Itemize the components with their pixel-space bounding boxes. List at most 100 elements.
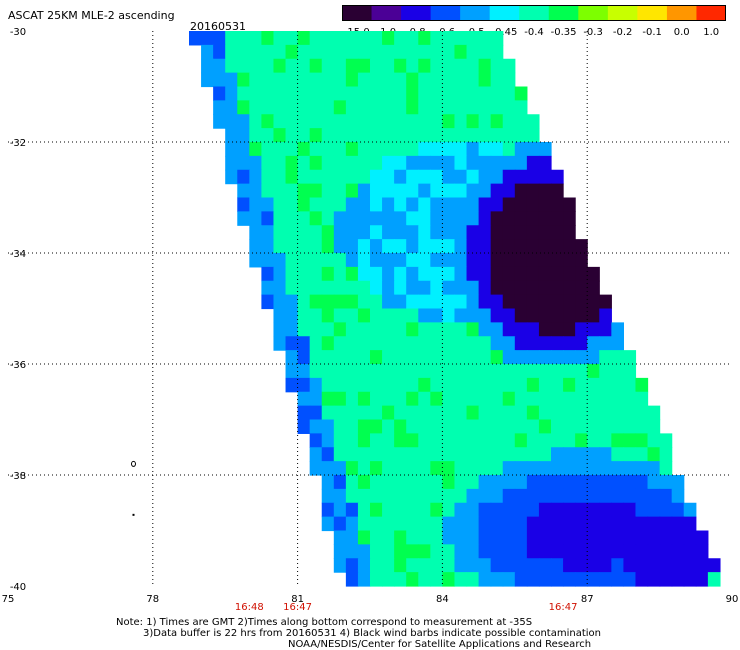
heatmap-cell — [454, 86, 468, 101]
heatmap-cell — [526, 142, 540, 157]
heatmap-cell — [647, 488, 661, 504]
heatmap-cell — [394, 502, 407, 518]
heatmap-cell — [394, 100, 407, 115]
heatmap-cell — [321, 239, 335, 254]
heatmap-cell — [454, 197, 468, 212]
heatmap-cell — [575, 336, 588, 351]
heatmap-cell — [406, 322, 419, 337]
heatmap-cell — [418, 155, 431, 171]
heatmap-cell — [333, 419, 347, 434]
heatmap-cell — [623, 488, 637, 504]
heatmap-cell — [370, 322, 383, 337]
heatmap-cell — [551, 502, 564, 518]
heatmap-cell — [563, 461, 576, 476]
colorbar-frame — [342, 5, 726, 21]
heatmap-cell — [345, 58, 359, 74]
heatmap-cell — [695, 544, 709, 559]
heatmap-cell — [490, 169, 504, 185]
heatmap-cell — [526, 530, 540, 545]
heatmap-cell — [394, 72, 407, 88]
heatmap-cell — [623, 419, 637, 434]
heatmap-cell — [563, 419, 576, 434]
heatmap-cell — [454, 266, 468, 282]
heatmap-cell — [538, 364, 552, 379]
heatmap-cell — [333, 183, 347, 199]
heatmap-cell — [285, 211, 299, 226]
heatmap-cell — [442, 169, 456, 185]
heatmap-cell — [225, 72, 238, 88]
heatmap-cell — [478, 100, 492, 115]
heatmap-cell — [418, 128, 431, 143]
x-tick-label: 75 — [2, 594, 15, 605]
heatmap-cell — [370, 239, 383, 254]
heatmap-cell — [490, 336, 504, 351]
heatmap-cell — [273, 266, 287, 282]
heatmap-cell — [309, 44, 323, 60]
heatmap-cell — [454, 433, 468, 448]
heatmap-cell — [357, 322, 371, 337]
heatmap-cell — [587, 419, 600, 434]
heatmap-cell — [563, 308, 576, 323]
heatmap-cell — [382, 377, 395, 393]
heatmap-cell — [394, 197, 407, 212]
heatmap-cell — [418, 211, 431, 226]
heatmap-cell — [454, 405, 468, 421]
heatmap-cell — [309, 128, 323, 143]
heatmap-cell — [551, 405, 564, 421]
heatmap-cell — [285, 31, 299, 46]
heatmap-cell — [707, 558, 721, 573]
heatmap-cell — [466, 197, 480, 212]
heatmap-cell — [394, 294, 407, 310]
heatmap-cell — [382, 31, 395, 46]
heatmap-cell — [563, 558, 576, 573]
heatmap-cell — [345, 128, 359, 143]
heatmap-cell — [599, 405, 612, 421]
heatmap-cell — [309, 31, 323, 46]
heatmap-cell — [695, 530, 709, 545]
heatmap-cell — [538, 350, 552, 365]
heatmap-cell — [309, 183, 323, 199]
heatmap-cell — [237, 114, 250, 129]
heatmap-cell — [418, 419, 431, 434]
heatmap-cell — [370, 572, 383, 587]
heatmap-cell — [442, 100, 456, 115]
heatmap-cell — [671, 502, 685, 518]
heatmap-cell — [261, 211, 275, 226]
heatmap-cell — [345, 336, 359, 351]
heatmap-cell — [370, 72, 383, 88]
heatmap-cell — [611, 391, 624, 407]
heatmap-cell — [357, 391, 371, 407]
heatmap-cell — [611, 433, 624, 448]
heatmap-cell — [406, 266, 419, 282]
heatmap-cell — [490, 294, 504, 310]
island-marker — [130, 460, 136, 467]
heatmap-cell — [502, 488, 516, 504]
heatmap-cell — [466, 294, 480, 310]
heatmap-cell — [418, 31, 431, 46]
heatmap-cell — [514, 530, 528, 545]
heatmap-cell — [551, 558, 564, 573]
heatmap-cell — [297, 100, 311, 115]
heatmap-cell — [261, 114, 275, 129]
heatmap-cell — [309, 350, 323, 365]
heatmap-cell — [454, 419, 468, 434]
heatmap-cell — [261, 142, 275, 157]
heatmap-cell — [406, 31, 419, 46]
heatmap-cell — [575, 294, 588, 310]
heatmap-cell — [261, 225, 275, 240]
heatmap-cell — [563, 572, 576, 587]
heatmap-cell — [478, 350, 492, 365]
colorbar-swatch — [342, 5, 373, 21]
heatmap-cell — [321, 322, 335, 337]
heatmap-cell — [478, 86, 492, 101]
heatmap-cell — [659, 502, 673, 518]
heatmap-cell — [249, 114, 262, 129]
heatmap-cell — [345, 377, 359, 393]
heatmap-cell — [345, 169, 359, 185]
heatmap-cell — [442, 114, 456, 129]
heatmap-cell — [635, 530, 649, 545]
heatmap-cell — [514, 364, 528, 379]
heatmap-cell — [575, 419, 588, 434]
heatmap-cell — [587, 377, 600, 393]
heatmap-cell — [575, 364, 588, 379]
